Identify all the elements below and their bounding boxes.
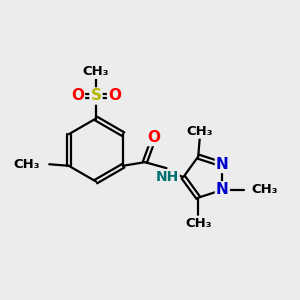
Text: CH₃: CH₃: [252, 183, 278, 196]
Text: N: N: [216, 157, 229, 172]
Text: NH: NH: [155, 170, 179, 184]
Text: N: N: [216, 182, 229, 197]
Text: O: O: [71, 88, 84, 104]
Text: CH₃: CH₃: [83, 65, 109, 78]
Text: CH₃: CH₃: [185, 217, 212, 230]
Text: O: O: [108, 88, 121, 104]
Text: CH₃: CH₃: [13, 158, 40, 171]
Text: S: S: [91, 88, 101, 104]
Text: O: O: [147, 130, 160, 145]
Text: CH₃: CH₃: [187, 124, 213, 138]
